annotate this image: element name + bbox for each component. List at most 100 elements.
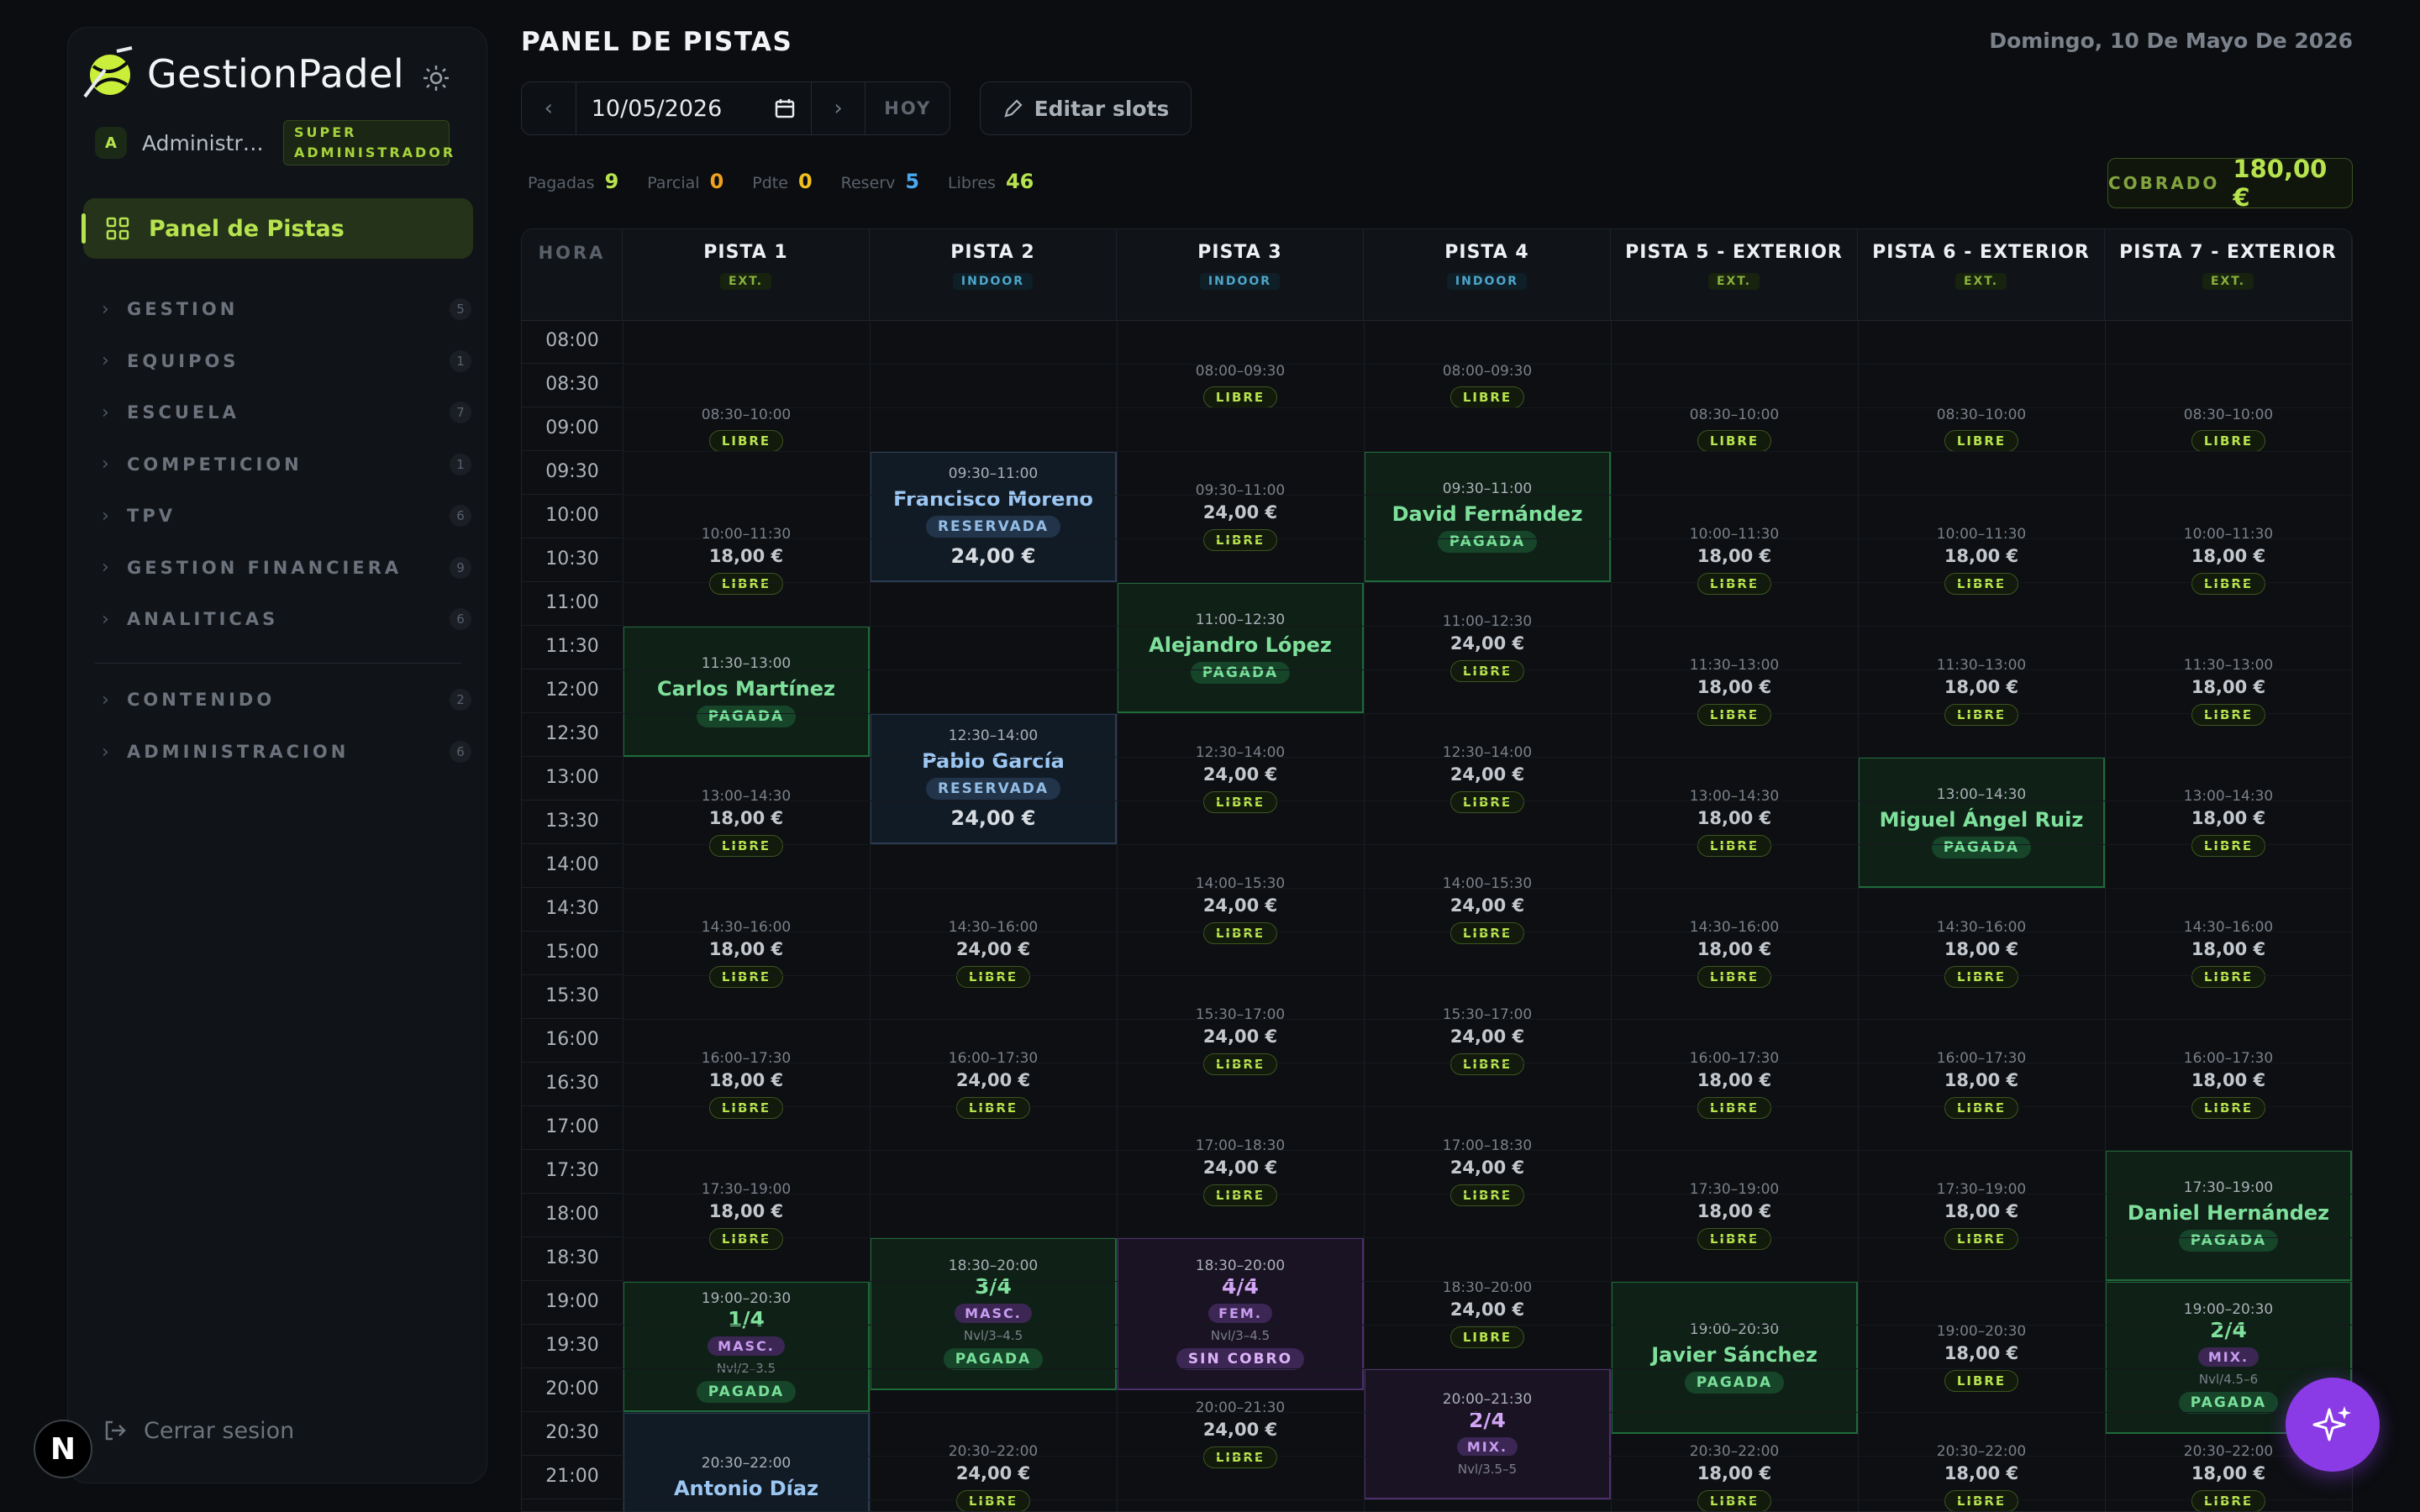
prev-day-button[interactable]: ‹ xyxy=(522,82,576,134)
next-day-button[interactable]: › xyxy=(812,82,865,134)
slot-time: 19:00–20:30 xyxy=(701,1290,792,1307)
nav-group-contenido[interactable]: › CONTENIDO 2 xyxy=(102,683,471,717)
slot-libre[interactable]: 17:00–18:30 24,00 € LIBRE xyxy=(1117,1106,1364,1237)
row-divider xyxy=(623,1150,2352,1151)
slot-libre[interactable]: 11:00–12:30 24,00 € LIBRE xyxy=(1364,582,1611,713)
slot-time: 11:00–12:30 xyxy=(1195,612,1286,628)
slot-libre[interactable]: 13:00–14:30 18,00 € LIBRE xyxy=(1611,757,1858,888)
slot-libre[interactable]: 20:30–22:00 18,00 € LIBRE xyxy=(1611,1412,1858,1511)
row-divider xyxy=(623,844,2352,845)
slot-libre[interactable]: 10:00–11:30 18,00 € LIBRE xyxy=(2105,495,2352,626)
nav-panel-de-pistas[interactable]: Panel de Pistas xyxy=(82,198,473,259)
nav-group-gestion[interactable]: › GESTION 5 xyxy=(102,292,471,326)
sun-icon[interactable] xyxy=(421,63,451,93)
slot-time: 11:30–13:00 xyxy=(701,655,792,672)
slot-libre[interactable]: 14:30–16:00 18,00 € LIBRE xyxy=(1611,888,1858,1019)
slot-libre[interactable]: 11:30–13:00 18,00 € LIBRE xyxy=(2105,626,2352,757)
slot-pagada[interactable]: 17:30–19:00 Daniel Hernández PAGADA xyxy=(2105,1150,2352,1281)
slot-time: 08:30–10:00 xyxy=(2183,407,2274,423)
slot-time: 13:00–14:30 xyxy=(701,788,792,805)
slot-libre[interactable]: 16:00–17:30 18,00 € LIBRE xyxy=(2105,1019,2352,1150)
slot-libre[interactable]: 08:30–10:00 LIBRE xyxy=(1858,364,2105,495)
slot-libre[interactable]: 08:30–10:00 LIBRE xyxy=(623,364,870,495)
slot-libre[interactable]: 08:00–09:30 LIBRE xyxy=(1364,320,1611,451)
slot-libre[interactable]: 16:00–17:30 18,00 € LIBRE xyxy=(1858,1019,2105,1150)
slot-libre[interactable]: 20:30–22:00 18,00 € LIBRE xyxy=(1858,1412,2105,1511)
user-info[interactable]: A Administrador SUPER ADMINISTRADOR xyxy=(95,120,453,165)
slot-libre[interactable]: 10:00–11:30 18,00 € LIBRE xyxy=(623,495,870,626)
logout-button[interactable]: Cerrar sesion xyxy=(102,1417,294,1444)
nav-group-competicion[interactable]: › COMPETICION 1 xyxy=(102,448,471,481)
slot-libre[interactable]: 12:30–14:00 24,00 € LIBRE xyxy=(1117,713,1364,844)
slot-libre[interactable]: 11:30–13:00 18,00 € LIBRE xyxy=(1611,626,1858,757)
slot-reserv[interactable]: 20:30–22:00 Antonio Díaz xyxy=(623,1412,870,1511)
slot-reserv[interactable]: 09:30–11:00 Francisco Moreno RESERVADA 24,0… xyxy=(870,451,1117,582)
date-input[interactable]: 10/05/2026 xyxy=(576,82,811,134)
slot-libre[interactable]: 15:30–17:00 24,00 € LIBRE xyxy=(1364,975,1611,1106)
level-range: Nvl/3.5–5 xyxy=(1457,1462,1518,1477)
slot-libre[interactable]: 16:00–17:30 18,00 € LIBRE xyxy=(623,1019,870,1150)
grid-header: HORA PISTA 1 EXT. PISTA 2 INDOOR PISTA 3 INDO… xyxy=(522,229,2352,321)
edit-slots-button[interactable]: Editar slots xyxy=(980,81,1192,135)
slot-pagada[interactable]: 11:30–13:00 Carlos Martínez PAGADA xyxy=(623,626,870,757)
ai-assistant-button[interactable] xyxy=(2286,1378,2380,1472)
slot-libre[interactable]: 15:30–17:00 24,00 € LIBRE xyxy=(1117,975,1364,1106)
slot-price: 24,00 € xyxy=(1449,633,1525,654)
nav-group-analiticas[interactable]: › ANALITICAS 6 xyxy=(102,602,471,636)
slot-partido[interactable]: 18:30–20:00 4/4 FEM. Nvl/3–4.5 SIN COBRO xyxy=(1117,1237,1364,1390)
nav-group-administracion[interactable]: › ADMINISTRACION 6 xyxy=(102,735,471,769)
slot-libre[interactable]: 14:30–16:00 18,00 € LIBRE xyxy=(1858,888,2105,1019)
slot-pagada[interactable]: 13:00–14:30 Miguel Ángel Ruiz PAGADA xyxy=(1858,757,2105,888)
slot-partido[interactable]: 20:00–21:30 2/4 MIX. Nvl/3.5–5 xyxy=(1364,1368,1611,1499)
slot-libre[interactable]: 20:30–22:00 24,00 € LIBRE xyxy=(870,1412,1117,1511)
category-badge: FEM. xyxy=(1208,1304,1272,1323)
slot-pagada[interactable]: 09:30–11:00 David Fernández PAGADA xyxy=(1364,451,1611,582)
slot-libre[interactable]: 13:00–14:30 18,00 € LIBRE xyxy=(623,757,870,888)
slot-libre[interactable]: 17:30–19:00 18,00 € LIBRE xyxy=(1611,1150,1858,1281)
slot-libre[interactable]: 14:30–16:00 18,00 € LIBRE xyxy=(623,888,870,1019)
slot-libre[interactable]: 08:30–10:00 LIBRE xyxy=(2105,364,2352,495)
today-button[interactable]: HOY xyxy=(884,98,932,118)
nav-group-tpv[interactable]: › TPV 6 xyxy=(102,499,471,533)
libre-badge: LIBRE xyxy=(1944,430,2019,452)
time-label: 11:00 xyxy=(522,582,623,626)
slot-libre[interactable]: 09:30–11:00 24,00 € LIBRE xyxy=(1117,451,1364,582)
slot-partido-g[interactable]: 19:00–20:30 1/4 MASC. Nvl/2–3.5 PAGADA xyxy=(623,1281,870,1412)
calendar-icon[interactable] xyxy=(774,97,796,119)
brand[interactable]: GestionPadel xyxy=(80,45,404,103)
slot-libre[interactable]: 08:00–09:30 LIBRE xyxy=(1117,320,1364,451)
libre-badge: LIBRE xyxy=(2191,966,2266,988)
nav-group-gestion-financiera[interactable]: › GESTION FINANCIERA 9 xyxy=(102,551,471,585)
time-label: 18:00 xyxy=(522,1194,623,1237)
nav-group-equipos[interactable]: › EQUIPOS 1 xyxy=(102,344,471,378)
row-divider xyxy=(623,1499,2352,1500)
slot-partido-g[interactable]: 18:30–20:00 3/4 MASC. Nvl/3–4.5 PAGADA xyxy=(870,1237,1117,1390)
slot-libre[interactable]: 17:30–19:00 18,00 € LIBRE xyxy=(623,1150,870,1281)
n-badge[interactable]: N xyxy=(34,1420,92,1478)
slot-libre[interactable]: 14:30–16:00 24,00 € LIBRE xyxy=(870,888,1117,1019)
slot-libre[interactable]: 08:30–10:00 LIBRE xyxy=(1611,364,1858,495)
slot-reserv[interactable]: 12:30–14:00 Pablo García RESERVADA 24,00 € xyxy=(870,713,1117,844)
slot-libre[interactable]: 11:30–13:00 18,00 € LIBRE xyxy=(1858,626,2105,757)
slot-libre[interactable]: 16:00–17:30 18,00 € LIBRE xyxy=(1611,1019,1858,1150)
slot-libre[interactable]: 14:00–15:30 24,00 € LIBRE xyxy=(1117,844,1364,975)
slot-pagada[interactable]: 19:00–20:30 Javier Sánchez PAGADA xyxy=(1611,1281,1858,1434)
player-name: Pablo García xyxy=(922,749,1065,773)
nav-group-escuela[interactable]: › ESCUELA 7 xyxy=(102,396,471,429)
slot-pagada[interactable]: 11:00–12:30 Alejandro López PAGADA xyxy=(1117,582,1364,713)
slot-libre[interactable]: 12:30–14:00 24,00 € LIBRE xyxy=(1364,713,1611,844)
slot-libre[interactable]: 18:30–20:00 24,00 € LIBRE xyxy=(1364,1237,1611,1390)
brand-name: GestionPadel xyxy=(147,51,405,97)
slot-libre[interactable]: 14:00–15:30 24,00 € LIBRE xyxy=(1364,844,1611,975)
slot-libre[interactable]: 17:00–18:30 24,00 € LIBRE xyxy=(1364,1106,1611,1237)
slot-libre[interactable]: 19:00–20:30 18,00 € LIBRE xyxy=(1858,1281,2105,1434)
slot-price: 24,00 € xyxy=(1449,895,1525,916)
slot-libre[interactable]: 13:00–14:30 18,00 € LIBRE xyxy=(2105,757,2352,888)
slot-libre[interactable]: 14:30–16:00 18,00 € LIBRE xyxy=(2105,888,2352,1019)
slot-libre[interactable]: 17:30–19:00 18,00 € LIBRE xyxy=(1858,1150,2105,1281)
slot-libre[interactable]: 10:00–11:30 18,00 € LIBRE xyxy=(1611,495,1858,626)
slot-libre[interactable]: 20:00–21:30 24,00 € LIBRE xyxy=(1117,1368,1364,1499)
slot-libre[interactable]: 16:00–17:30 24,00 € LIBRE xyxy=(870,1019,1117,1150)
main-content: PANEL DE PISTAS Domingo, 10 De Mayo De 2… xyxy=(521,0,2353,1512)
slot-libre[interactable]: 10:00–11:30 18,00 € LIBRE xyxy=(1858,495,2105,626)
